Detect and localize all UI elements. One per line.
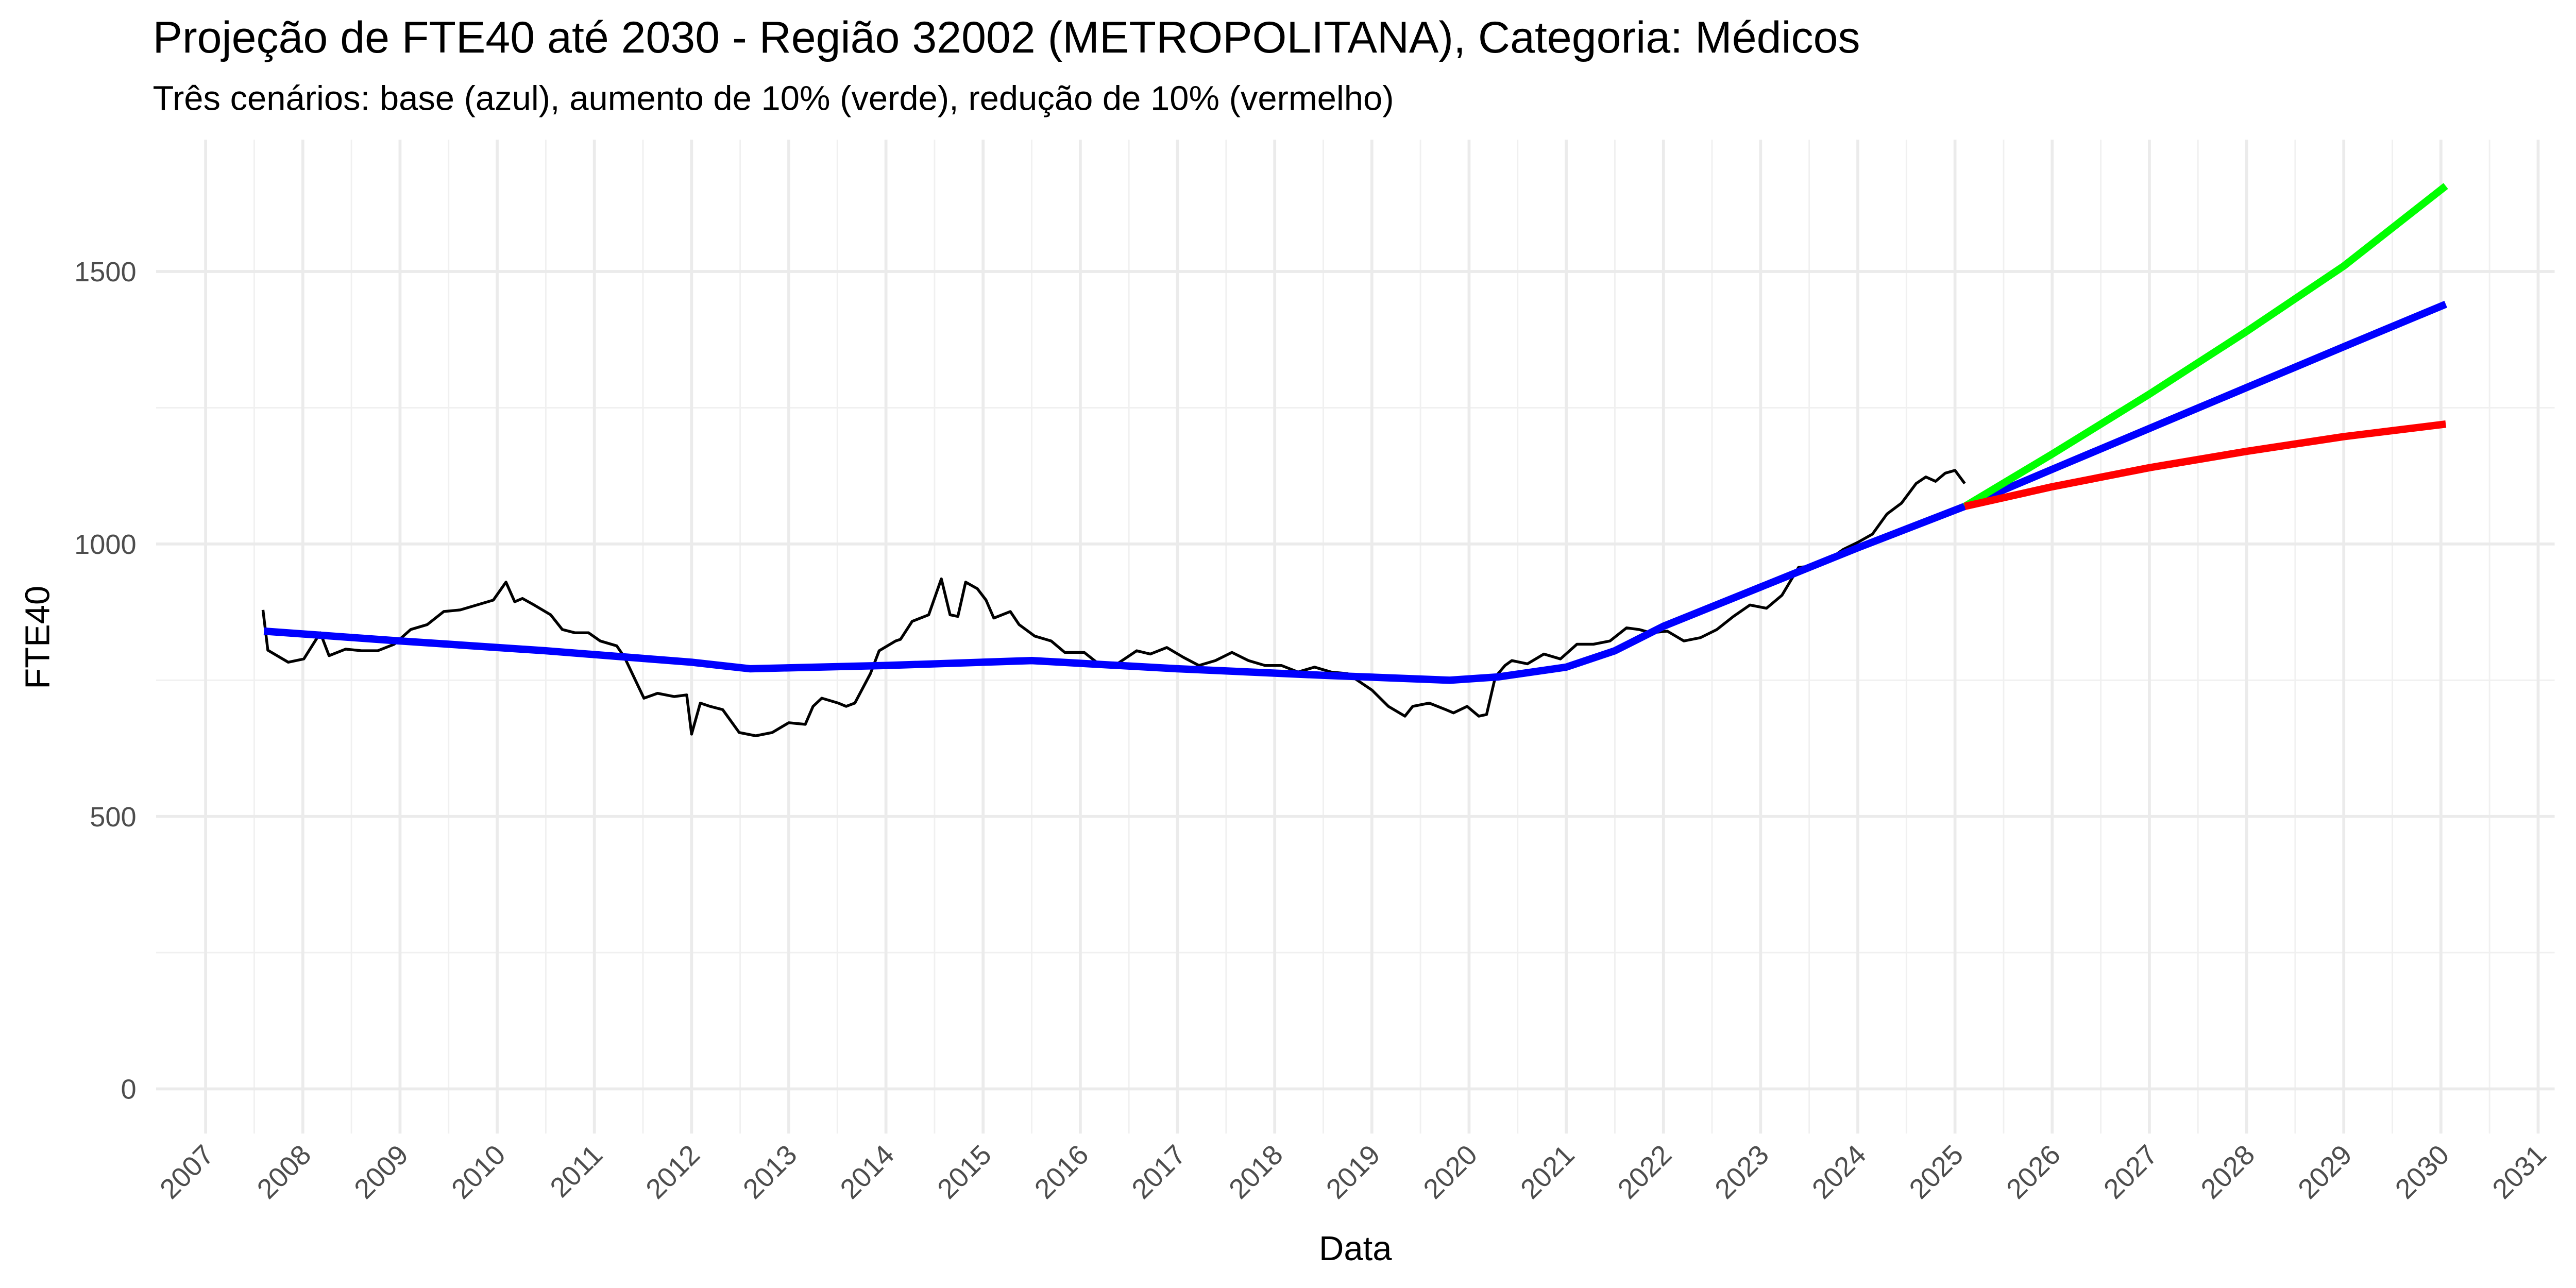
grid	[156, 140, 2555, 1134]
series-line	[263, 300, 2448, 684]
y-tick-label: 1500	[74, 257, 137, 287]
y-tick-label: 0	[121, 1074, 137, 1105]
y-tick-label: 500	[90, 802, 136, 833]
chart-title: Projeção de FTE40 até 2030 - Região 3200…	[153, 13, 1860, 62]
x-axis-title: Data	[1319, 1229, 1392, 1268]
series-line	[1963, 420, 2447, 510]
chart-subtitle: Três cenários: base (azul), aumento de 1…	[153, 79, 1394, 118]
plot-lines	[261, 183, 2448, 737]
y-axis-title: FTE40	[19, 586, 57, 689]
series-line	[261, 469, 1966, 737]
series-line	[1962, 183, 2448, 510]
y-tick-label: 1000	[74, 529, 137, 560]
